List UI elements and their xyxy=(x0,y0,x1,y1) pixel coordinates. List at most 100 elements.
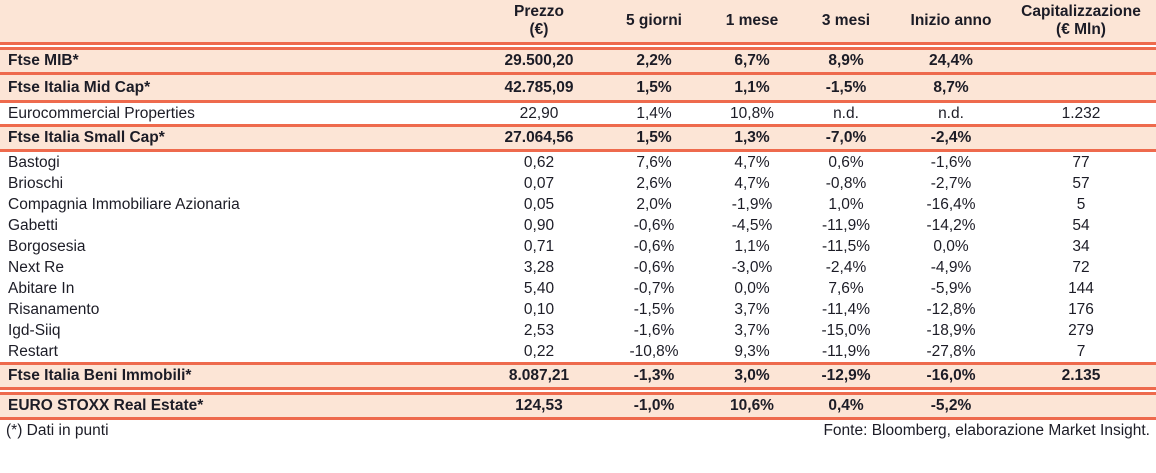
cell-value: 1,1% xyxy=(734,237,770,255)
table-row: Compagnia Immobiliare Azionaria 0,05 2,0%… xyxy=(0,194,1156,215)
cell-value: 0,4% xyxy=(828,397,864,414)
cell-value: -0,8% xyxy=(825,174,867,192)
cell-value: 6,7% xyxy=(734,52,770,69)
cell-value: 27.064,56 xyxy=(504,129,574,146)
cell-value: -16,4% xyxy=(926,195,976,213)
cell-name: Ftse Italia Small Cap* xyxy=(8,129,165,146)
cell-value: n.d. xyxy=(833,104,859,122)
cell-name: EURO STOXX Real Estate* xyxy=(8,397,204,414)
cell-value: -18,9% xyxy=(926,321,976,339)
cell-value: 5,40 xyxy=(523,279,555,297)
cell-value xyxy=(1006,395,1156,417)
cell-value: 1,4% xyxy=(636,104,672,122)
cell-value: 3,7% xyxy=(734,321,770,339)
cell-value: 3,0% xyxy=(734,367,770,384)
table-row: Brioschi 0,07 2,6% 4,7% -0,8% -2,7% 57 xyxy=(0,173,1156,194)
cell-value: -4,9% xyxy=(930,258,972,276)
table-row: Risanamento 0,10 -1,5% 3,7% -11,4% -12,8% 176 xyxy=(0,299,1156,320)
source-note: Fonte: Bloomberg, elaborazione Market In… xyxy=(823,422,1150,439)
cell-value: 0,6% xyxy=(828,153,864,171)
table-row: Ftse Italia Small Cap* 27.064,56 1,5% 1,3%… xyxy=(0,124,1156,152)
table-row: Gabetti 0,90 -0,6% -4,5% -11,9% -14,2% 54 xyxy=(0,215,1156,236)
cell-value: 1,3% xyxy=(734,129,770,146)
table-row: Bastogi 0,62 7,6% 4,7% 0,6% -1,6% 77 xyxy=(0,152,1156,173)
cell-value: 1.232 xyxy=(1061,104,1101,122)
cell-value: -27,8% xyxy=(926,342,976,360)
cell-value: 77 xyxy=(1072,153,1090,171)
cell-value: -1,5% xyxy=(633,300,675,318)
cell-value: -7,0% xyxy=(825,129,867,146)
cell-value: -11,5% xyxy=(822,237,870,255)
cell-value: 124,53 xyxy=(515,397,563,414)
cell-value: -1,9% xyxy=(731,195,773,213)
cell-value xyxy=(1006,50,1156,72)
cell-value: 2,53 xyxy=(523,321,555,339)
cell-name: Ftse Italia Beni Immobili* xyxy=(8,367,192,384)
cell-value: 72 xyxy=(1072,258,1090,276)
cell-value: -12,9% xyxy=(821,367,871,384)
cell-value: 0,07 xyxy=(523,174,555,192)
cell-value: n.d. xyxy=(938,104,964,122)
real-estate-performance-table: Prezzo (€) 5 giorni 1 mese 3 mesi Inizio ann… xyxy=(0,0,1156,442)
cell-value: -10,8% xyxy=(629,342,679,360)
table-row: Abitare In 5,40 -0,7% 0,0% 7,6% -5,9% 144 xyxy=(0,278,1156,299)
cell-value: -11,4% xyxy=(822,300,870,318)
cell-value: 57 xyxy=(1072,174,1090,192)
cell-name: Risanamento xyxy=(8,300,100,318)
cell-value: 4,7% xyxy=(734,153,770,171)
cell-name: Ftse MIB* xyxy=(8,52,79,69)
table-row: Ftse MIB* 29.500,20 2,2% 6,7% 8,9% 24,4% xyxy=(0,47,1156,75)
cell-value: 5 xyxy=(1076,195,1086,213)
cell-value: -14,2% xyxy=(926,216,976,234)
cell-value: -2,4% xyxy=(825,258,867,276)
cell-value: 4,7% xyxy=(734,174,770,192)
cell-value: 2,0% xyxy=(636,195,672,213)
table-row: Eurocommercial Properties 22,90 1,4% 10,8%… xyxy=(0,103,1156,124)
cell-value: -1,6% xyxy=(930,153,972,171)
cell-value: 29.500,20 xyxy=(504,52,574,69)
cell-value xyxy=(1006,127,1156,149)
cell-value: 0,0% xyxy=(734,279,770,297)
cell-value: 2,6% xyxy=(636,174,672,192)
cell-value: 8,7% xyxy=(933,78,969,96)
cell-name: Ftse Italia Mid Cap* xyxy=(8,78,151,96)
cell-value: -16,0% xyxy=(926,367,976,384)
cell-name: Next Re xyxy=(8,258,64,276)
cell-value: -11,9% xyxy=(822,216,870,234)
cell-value: 1,0% xyxy=(828,195,864,213)
cell-value: 144 xyxy=(1068,279,1094,297)
cell-value: 7 xyxy=(1076,342,1086,360)
cell-value: -0,7% xyxy=(633,279,675,297)
cell-value: 3,28 xyxy=(523,258,555,276)
cell-value: 1,1% xyxy=(734,78,770,96)
table-row: Next Re 3,28 -0,6% -3,0% -2,4% -4,9% 72 xyxy=(0,257,1156,278)
cell-value: 54 xyxy=(1072,216,1090,234)
cell-value: -0,6% xyxy=(633,216,675,234)
cell-value: 0,71 xyxy=(523,237,555,255)
table-footer: (*) Dati in punti Fonte: Bloomberg, elab… xyxy=(0,420,1156,442)
cell-value: 7,6% xyxy=(636,153,672,171)
table-row: Ftse Italia Mid Cap* 42.785,09 1,5% 1,1% -1… xyxy=(0,75,1156,103)
cell-value: -4,5% xyxy=(731,216,773,234)
column-header: 3 mesi xyxy=(821,12,871,30)
cell-value: 0,0% xyxy=(933,237,969,255)
cell-value: -1,0% xyxy=(633,397,675,414)
cell-value: 10,6% xyxy=(730,397,774,414)
table-row: Restart 0,22 -10,8% 9,3% -11,9% -27,8% 7 xyxy=(0,341,1156,362)
cell-value: 0,22 xyxy=(523,342,555,360)
cell-value: -15,0% xyxy=(821,321,871,339)
cell-name: Gabetti xyxy=(8,216,58,234)
cell-value: 3,7% xyxy=(734,300,770,318)
cell-value: -2,7% xyxy=(930,174,972,192)
table-row: EURO STOXX Real Estate* 124,53 -1,0% 10,6%… xyxy=(0,392,1156,420)
cell-value: 7,6% xyxy=(828,279,864,297)
cell-value: 8,9% xyxy=(828,52,864,69)
cell-value: 279 xyxy=(1068,321,1094,339)
cell-value: -5,9% xyxy=(930,279,972,297)
cell-value: 0,10 xyxy=(523,300,555,318)
cell-name: Bastogi xyxy=(8,153,60,171)
table-row: Borgosesia 0,71 -0,6% 1,1% -11,5% 0,0% 34 xyxy=(0,236,1156,257)
footnote-dati-in-punti: (*) Dati in punti xyxy=(6,422,109,439)
header-row: Prezzo (€) 5 giorni 1 mese 3 mesi Inizio ann… xyxy=(0,0,1156,45)
cell-value: 10,8% xyxy=(730,104,774,122)
